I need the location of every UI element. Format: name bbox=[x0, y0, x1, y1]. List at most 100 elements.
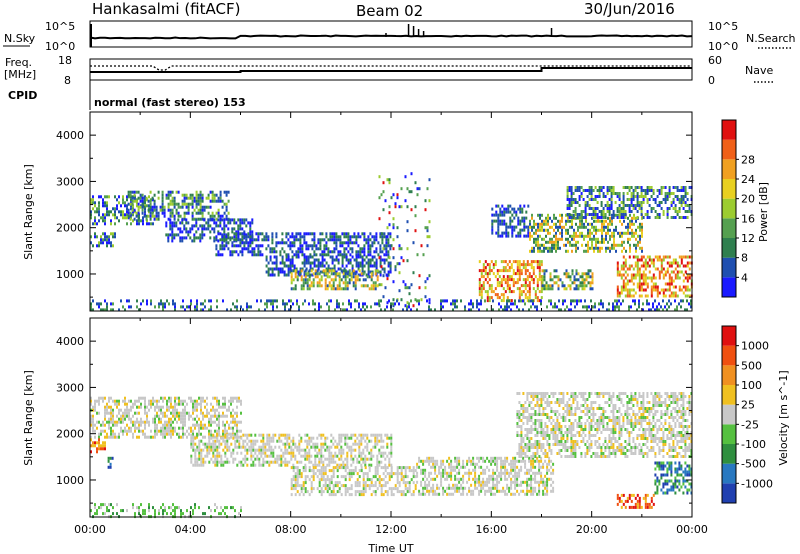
range-time-cell bbox=[635, 237, 637, 241]
range-time-cell bbox=[330, 475, 333, 479]
range-time-cell bbox=[319, 244, 322, 248]
range-time-cell bbox=[157, 211, 160, 215]
range-time-cell bbox=[268, 439, 271, 443]
range-time-cell bbox=[304, 275, 307, 279]
range-time-cell bbox=[132, 219, 134, 223]
range-time-cell bbox=[650, 294, 653, 298]
range-time-cell bbox=[623, 231, 625, 235]
range-time-cell bbox=[136, 222, 138, 226]
range-time-cell bbox=[319, 253, 322, 257]
range-time-cell bbox=[545, 216, 547, 220]
range-time-cell bbox=[202, 460, 205, 464]
range-time-cell bbox=[204, 305, 206, 309]
range-time-cell bbox=[367, 235, 370, 239]
range-time-cell bbox=[340, 287, 343, 291]
range-time-cell bbox=[367, 261, 370, 265]
range-time-cell bbox=[106, 302, 108, 306]
range-time-cell bbox=[182, 411, 184, 415]
range-time-cell bbox=[333, 232, 336, 236]
range-time-cell bbox=[140, 423, 142, 427]
range-time-cell bbox=[251, 218, 254, 222]
range-time-cell bbox=[357, 261, 360, 265]
range-time-cell bbox=[345, 258, 348, 262]
range-time-cell bbox=[216, 460, 219, 464]
range-time-cell bbox=[108, 210, 110, 214]
range-time-cell bbox=[247, 247, 250, 251]
range-time-cell bbox=[480, 272, 483, 276]
range-time-cell bbox=[164, 435, 166, 439]
range-time-cell bbox=[303, 261, 306, 265]
range-time-cell bbox=[294, 284, 297, 288]
range-time-cell bbox=[678, 207, 681, 210]
range-time-cell bbox=[330, 287, 333, 291]
range-time-cell bbox=[314, 269, 317, 273]
range-time-cell bbox=[617, 243, 619, 247]
range-time-cell bbox=[594, 210, 597, 213]
range-time-cell bbox=[92, 207, 94, 211]
range-time-cell bbox=[684, 192, 687, 195]
range-time-cell bbox=[634, 207, 637, 210]
range-time-cell bbox=[375, 247, 378, 251]
range-time-cell bbox=[531, 249, 533, 253]
range-time-cell bbox=[148, 210, 150, 214]
range-time-cell bbox=[170, 423, 172, 427]
range-time-cell bbox=[507, 207, 510, 211]
range-time-cell bbox=[318, 463, 321, 467]
range-time-cell bbox=[629, 243, 631, 247]
range-time-cell bbox=[292, 278, 295, 282]
range-time-cell bbox=[320, 460, 323, 464]
range-time-cell bbox=[139, 193, 142, 197]
range-time-cell bbox=[241, 227, 244, 231]
range-time-cell bbox=[290, 269, 293, 273]
range-time-cell bbox=[622, 210, 625, 213]
range-time-cell bbox=[183, 193, 186, 197]
range-time-cell bbox=[310, 269, 313, 273]
range-time-cell bbox=[332, 281, 335, 285]
range-time-cell bbox=[300, 460, 303, 464]
range-time-cell bbox=[249, 233, 252, 237]
range-time-cell bbox=[232, 414, 234, 418]
range-time-cell bbox=[516, 266, 519, 270]
range-time-cell bbox=[573, 287, 576, 291]
range-time-cell bbox=[545, 240, 547, 244]
range-time-cell bbox=[122, 216, 124, 220]
range-time-cell bbox=[136, 305, 138, 309]
range-time-cell bbox=[230, 435, 232, 439]
range-time-cell bbox=[566, 305, 568, 309]
range-time-cell bbox=[254, 463, 257, 467]
range-time-cell bbox=[389, 235, 392, 239]
range-time-cell bbox=[652, 285, 655, 289]
range-time-cell bbox=[219, 247, 222, 251]
range-time-cell bbox=[126, 198, 128, 202]
range-time-cell bbox=[294, 484, 297, 488]
range-time-cell bbox=[181, 199, 184, 203]
range-time-cell bbox=[145, 196, 148, 200]
range-time-cell bbox=[350, 472, 353, 476]
range-time-cell bbox=[686, 279, 689, 283]
range-time-cell bbox=[654, 216, 657, 219]
range-time-cell bbox=[164, 420, 166, 424]
range-time-cell bbox=[658, 192, 661, 195]
range-time-cell bbox=[312, 487, 315, 491]
range-time-cell bbox=[357, 244, 360, 248]
range-time-cell bbox=[372, 490, 375, 494]
range-time-cell bbox=[262, 436, 265, 440]
range-time-cell bbox=[130, 420, 132, 424]
range-time-cell bbox=[102, 198, 104, 202]
range-time-cell bbox=[139, 205, 142, 209]
range-time-cell bbox=[320, 466, 323, 470]
range-time-cell bbox=[402, 308, 404, 312]
range-time-cell bbox=[529, 231, 531, 235]
range-time-cell bbox=[382, 466, 385, 470]
range-time-cell bbox=[110, 232, 112, 236]
range-time-cell bbox=[290, 493, 293, 497]
range-time-cell bbox=[569, 219, 571, 223]
range-time-cell bbox=[322, 469, 325, 473]
range-time-cell bbox=[270, 299, 272, 303]
range-time-cell bbox=[306, 490, 309, 494]
range-time-cell bbox=[215, 235, 218, 239]
range-time-cell bbox=[102, 396, 104, 400]
range-time-cell bbox=[218, 442, 221, 446]
range-time-cell bbox=[290, 287, 293, 291]
range-time-cell bbox=[278, 436, 281, 440]
